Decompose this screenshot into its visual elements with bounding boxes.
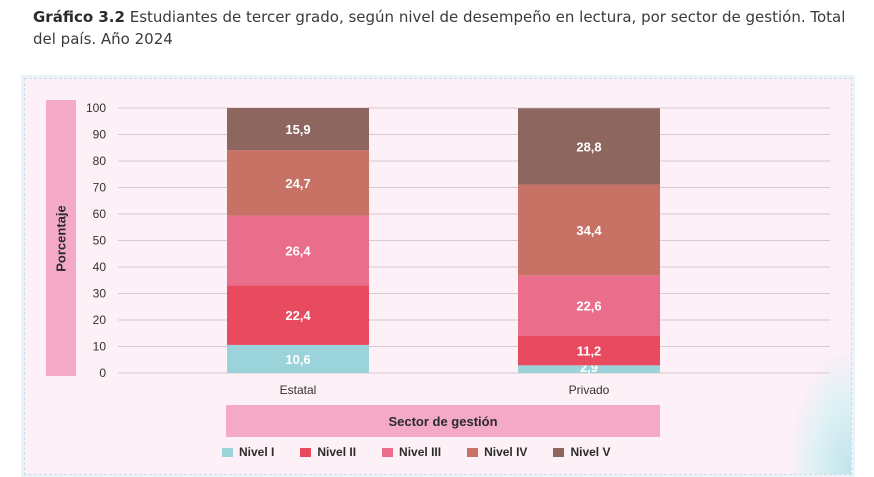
x-tick-label: Privado — [569, 383, 610, 397]
data-label: 28,8 — [576, 139, 601, 154]
y-tick-label: 80 — [93, 154, 107, 168]
y-tick-label: 0 — [99, 366, 106, 380]
bar-segment — [227, 215, 369, 286]
bar-segment — [227, 285, 369, 345]
y-tick-label: 30 — [93, 287, 107, 301]
caption-text: Estudiantes de tercer grado, según nivel… — [33, 8, 846, 48]
bar-segment — [518, 365, 660, 373]
x-axis-title: Sector de gestión — [226, 405, 660, 437]
legend-label: Nivel II — [317, 445, 357, 459]
data-label: 22,6 — [576, 299, 601, 314]
legend-item: Nivel IV — [467, 445, 527, 459]
legend-swatch — [300, 447, 312, 457]
bar-segment — [227, 150, 369, 216]
data-label: 15,9 — [285, 122, 310, 137]
bar-segment — [227, 344, 369, 373]
y-tick-label: 70 — [93, 181, 107, 195]
y-axis-label-box — [46, 100, 76, 376]
y-tick-label: 40 — [93, 260, 107, 274]
y-tick-label: 60 — [93, 207, 107, 221]
y-tick-label: 50 — [93, 234, 107, 248]
data-label: 26,4 — [285, 244, 311, 259]
legend-item: Nivel III — [382, 445, 441, 459]
y-tick-label: 10 — [93, 340, 107, 354]
data-label: 22,4 — [285, 308, 311, 323]
bar-segment — [518, 108, 660, 185]
data-label: 34,4 — [576, 223, 602, 238]
y-tick-label: 90 — [93, 128, 107, 142]
legend-item: Nivel V — [553, 445, 610, 459]
legend-swatch — [222, 447, 233, 457]
decorative-swirl — [791, 354, 851, 474]
x-tick-label: Estatal — [280, 383, 317, 397]
bar-segment — [518, 184, 660, 276]
chart-caption: Gráfico 3.2 Estudiantes de tercer grado,… — [33, 6, 863, 50]
legend-label: Nivel I — [239, 445, 275, 459]
legend-item: Nivel II — [300, 445, 356, 459]
bar-segment — [518, 335, 660, 366]
legend-label: Nivel IV — [484, 445, 528, 459]
caption-label: Gráfico 3.2 — [33, 8, 125, 26]
legend-swatch — [467, 447, 479, 457]
bar-segment — [518, 275, 660, 336]
y-tick-label: 100 — [86, 101, 106, 115]
chart-legend: Nivel I Nivel II Nivel III Nivel IV Nivel V — [222, 443, 682, 461]
data-label: 10,6 — [285, 352, 310, 367]
data-label: 11,2 — [577, 343, 602, 358]
legend-swatch — [382, 447, 394, 457]
legend-swatch — [553, 447, 565, 457]
legend-label: Nivel V — [570, 445, 611, 459]
legend-label: Nivel III — [399, 445, 442, 459]
y-tick-label: 20 — [93, 313, 107, 327]
data-label: 24,7 — [285, 176, 310, 191]
legend-item: Nivel I — [222, 445, 274, 459]
bar-segment — [227, 108, 369, 151]
